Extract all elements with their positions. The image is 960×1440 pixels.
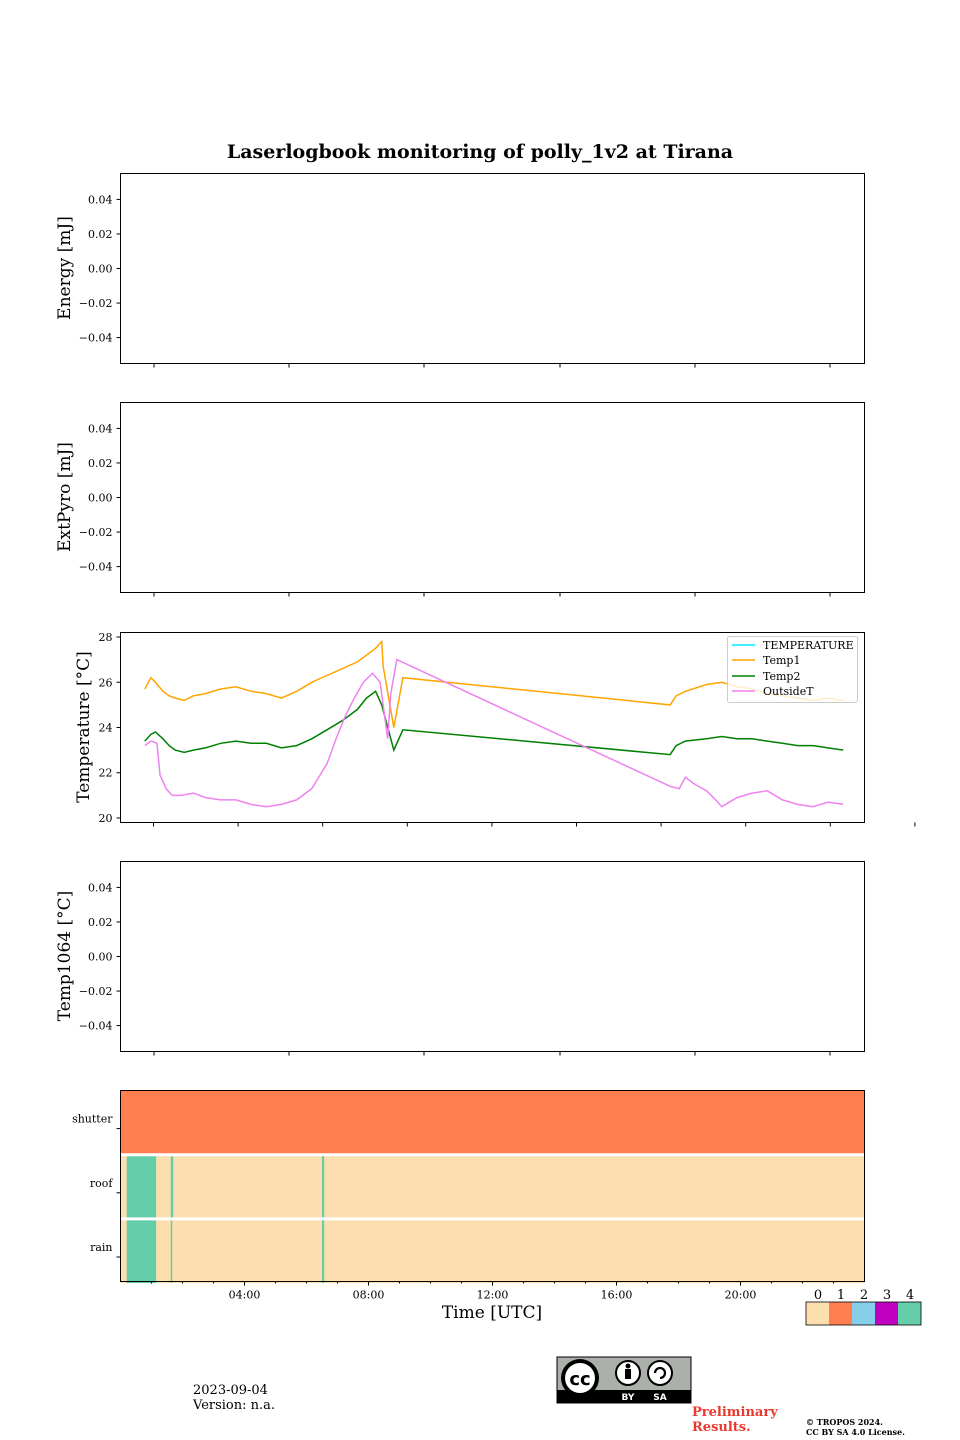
by-person-head xyxy=(625,1363,631,1369)
temperature-ytick-label: 22 xyxy=(99,767,113,780)
colorbar-swatch-0 xyxy=(806,1302,829,1325)
copyright-line2: CC BY SA 4.0 License. xyxy=(806,1427,905,1437)
cc-logo-text: cc xyxy=(569,1369,590,1390)
status-segment-rain xyxy=(126,1218,157,1284)
legend-label-outsidet: OutsideT xyxy=(763,685,814,698)
temp1064-axes-frame xyxy=(120,861,865,1052)
colorbar-label: 0 xyxy=(814,1288,822,1303)
status-row-label: roof xyxy=(90,1177,114,1190)
colorbar-swatch-4 xyxy=(898,1302,921,1325)
temperature-ytick-label: 26 xyxy=(99,676,113,689)
temperature-ytick-label: 28 xyxy=(99,631,113,644)
series-line-outsidet xyxy=(144,658,844,808)
legend-label-temp2: Temp2 xyxy=(763,670,800,683)
temp1064-ytick-label: −0.02 xyxy=(79,985,113,998)
preliminary-note: Preliminary Results. xyxy=(692,1405,778,1435)
cc-sa-label: SA xyxy=(653,1393,666,1403)
energy-panel: 0.04 0.02 0.00 −0.02 −0.04 Energy [mJ] xyxy=(55,173,865,368)
energy-ytick-label: 0.02 xyxy=(88,228,113,241)
extpyro-panel: 0.04 0.02 0.00 −0.02 −0.04 ExtPyro [mJ] xyxy=(55,402,865,597)
status-xtick-label: 16:00 xyxy=(601,1289,633,1302)
preliminary-line2: Results. xyxy=(692,1420,751,1435)
temp1064-ytick-label: 0.02 xyxy=(88,916,113,929)
footer-date: 2023-09-04 xyxy=(193,1383,268,1398)
colorbar-swatch-3 xyxy=(875,1302,898,1325)
status-segment-roof xyxy=(126,1154,157,1219)
legend-box xyxy=(727,636,858,703)
extpyro-ytick-label: 0.04 xyxy=(88,422,113,435)
status-row-rain xyxy=(120,1218,865,1284)
status-panel: shutter roof rain 04:00 08:00 12:00 16:00 20:0… xyxy=(72,1090,865,1323)
extpyro-ytick-label: 0.00 xyxy=(88,492,113,505)
copyright-note: © TROPOS 2024. CC BY SA 4.0 License. xyxy=(806,1417,905,1437)
extpyro-axes-frame xyxy=(120,402,865,593)
energy-ytick-label: 0.00 xyxy=(88,263,113,276)
colorbar-label: 3 xyxy=(883,1288,891,1303)
footer-version: Version: n.a. xyxy=(193,1398,276,1413)
status-xtick-label: 12:00 xyxy=(477,1289,509,1302)
extpyro-ytick-label: −0.02 xyxy=(79,526,113,539)
status-row-label: rain xyxy=(90,1241,112,1254)
footer-info: 2023-09-04 Version: n.a. xyxy=(193,1383,275,1413)
energy-ytick-label: −0.02 xyxy=(79,297,113,310)
energy-axes-frame xyxy=(120,173,865,364)
temp1064-ylabel: Temp1064 [°C] xyxy=(55,891,75,1022)
extpyro-ytick-label: 0.02 xyxy=(88,457,113,470)
colorbar-frame xyxy=(805,1301,922,1326)
status-xtick-label: 20:00 xyxy=(725,1289,757,1302)
temperature-panel: 28 26 24 22 20 Temperature [°C] TEMPERATURE … xyxy=(74,631,916,827)
status-row-label: shutter xyxy=(72,1113,113,1126)
energy-ylabel: Energy [mJ] xyxy=(55,216,75,320)
status-row-roof xyxy=(120,1154,865,1219)
status-row-shutter xyxy=(120,1090,865,1155)
figure-title: Laserlogbook monitoring of polly_1v2 at … xyxy=(227,141,733,163)
status-xlabel: Time [UTC] xyxy=(442,1303,542,1323)
sa-arrow-icon xyxy=(653,1366,667,1380)
temperature-ytick-label: 24 xyxy=(99,722,113,735)
temperature-ylabel: Temperature [°C] xyxy=(74,651,94,803)
preliminary-line1: Preliminary xyxy=(692,1405,778,1420)
temperature-ytick-label: 20 xyxy=(99,812,113,825)
colorbar-label: 4 xyxy=(906,1288,914,1303)
temperature-legend: TEMPERATURE Temp1 Temp2 OutsideT xyxy=(727,636,858,703)
status-segment-rain xyxy=(322,1218,325,1284)
copyright-line1: © TROPOS 2024. xyxy=(806,1417,883,1427)
status-xtick-label: 08:00 xyxy=(353,1289,385,1302)
status-xtick-label: 04:00 xyxy=(229,1289,261,1302)
status-segment-roof xyxy=(170,1154,174,1219)
temp1064-ytick-label: −0.04 xyxy=(79,1020,113,1033)
energy-ytick-label: 0.04 xyxy=(88,193,113,206)
extpyro-ytick-label: −0.04 xyxy=(79,561,113,574)
colorbar-swatch-1 xyxy=(829,1302,852,1325)
status-segment-roof xyxy=(322,1154,325,1219)
cc-logo-icon xyxy=(565,1363,595,1393)
legend-label-temp1: Temp1 xyxy=(763,654,800,667)
cc-license-badge: cc BY SA xyxy=(556,1356,692,1404)
legend-label-temperature: TEMPERATURE xyxy=(763,639,854,652)
colorbar-label: 2 xyxy=(860,1288,868,1303)
colorbar-swatch-2 xyxy=(852,1302,875,1325)
colorbar-label: 1 xyxy=(837,1288,845,1303)
extpyro-ylabel: ExtPyro [mJ] xyxy=(55,442,75,552)
cc-by-label: BY xyxy=(622,1393,635,1403)
energy-ytick-label: −0.04 xyxy=(79,332,113,345)
status-segment-rain xyxy=(170,1218,173,1284)
series-line-temp2 xyxy=(144,690,844,756)
sa-share-alike-icon xyxy=(647,1360,673,1386)
temp1064-ytick-label: 0.04 xyxy=(88,881,113,894)
temp1064-panel: 0.04 0.02 0.00 −0.02 −0.04 Temp1064 [°C] xyxy=(55,861,865,1056)
temp1064-ytick-label: 0.00 xyxy=(88,951,113,964)
by-person-body xyxy=(625,1369,631,1379)
